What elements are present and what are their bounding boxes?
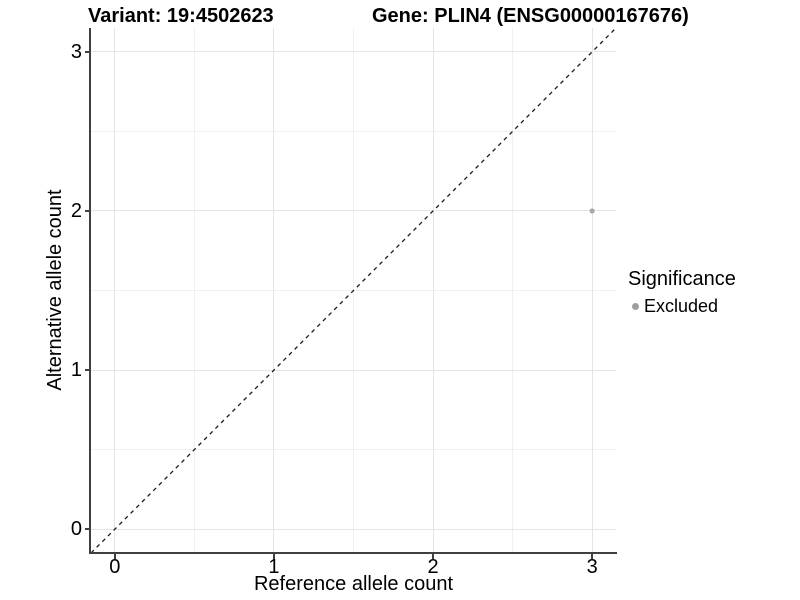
y-tick-label: 0 xyxy=(70,518,82,541)
gridline-major-vertical xyxy=(273,28,275,553)
x-axis-line xyxy=(89,552,617,554)
legend-items: Excluded xyxy=(628,295,736,317)
gridline-major-horizontal xyxy=(91,51,616,53)
legend: Significance Excluded xyxy=(628,267,736,317)
y-tick-label: 1 xyxy=(70,359,82,382)
gridline-major-horizontal xyxy=(91,528,616,530)
data-point xyxy=(589,208,595,214)
y-tick-mark xyxy=(85,50,90,53)
x-tick-mark xyxy=(113,554,116,559)
x-tick-label: 0 xyxy=(109,556,121,578)
y-tick-mark xyxy=(85,369,90,372)
x-axis-title: Reference allele count xyxy=(253,573,453,595)
gridline-major-horizontal xyxy=(91,369,616,371)
y-tick-label: 3 xyxy=(70,40,82,63)
gridline-major-vertical xyxy=(114,28,116,553)
identity-reference-line xyxy=(91,28,616,553)
gridline-minor-horizontal xyxy=(91,449,616,451)
plot-panel xyxy=(91,28,616,553)
gridline-minor-horizontal xyxy=(91,130,616,132)
legend-marker-circle-icon xyxy=(632,302,639,310)
y-tick-mark xyxy=(85,209,90,212)
plot-title-variant: Variant: 19:4502623 xyxy=(88,5,274,27)
y-axis-line xyxy=(89,28,91,554)
y-tick-mark xyxy=(85,528,90,531)
x-tick-mark xyxy=(591,554,594,559)
x-tick-mark xyxy=(272,554,275,559)
plot-title-gene: Gene: PLIN4 (ENSG00000167676) xyxy=(372,5,689,27)
gridline-major-vertical xyxy=(591,28,593,553)
legend-item-label: Excluded xyxy=(644,296,719,316)
x-tick-mark xyxy=(432,554,435,559)
legend-title: Significance xyxy=(628,268,736,290)
gridline-major-vertical xyxy=(432,28,434,553)
x-tick-label: 1 xyxy=(268,556,280,578)
legend-item: Excluded xyxy=(632,295,736,317)
x-tick-label: 2 xyxy=(427,556,439,578)
gridline-major-horizontal xyxy=(91,210,616,212)
y-tick-label: 2 xyxy=(70,199,82,222)
plot-data-layer xyxy=(91,28,616,553)
x-tick-label: 3 xyxy=(586,556,598,578)
